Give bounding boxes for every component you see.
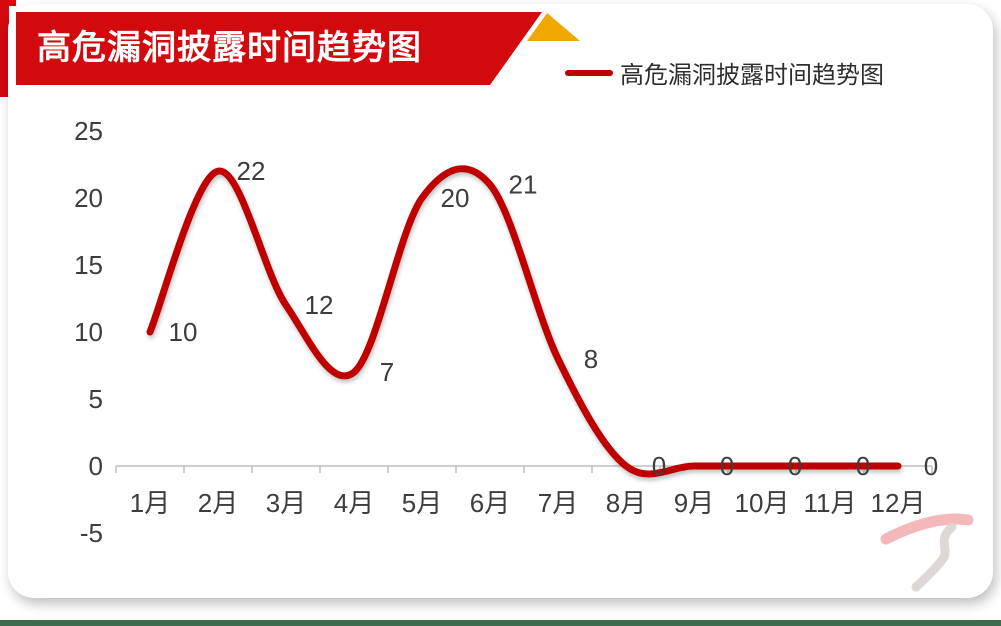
data-label: 21 xyxy=(509,170,538,200)
y-axis-tick-label: 20 xyxy=(74,183,103,213)
data-label: 0 xyxy=(856,451,870,481)
x-axis-tick-label: 1月 xyxy=(130,488,170,518)
data-label: 20 xyxy=(441,183,470,213)
x-axis-tick-label: 10月 xyxy=(735,488,790,518)
data-label: 7 xyxy=(380,357,394,387)
data-label: 8 xyxy=(584,344,598,374)
plot-area: 25 20 15 10 5 0 -5 1月 2月 3月 4月 5月 6月 7月 8月 9月 10月 11月 12月 1… xyxy=(74,116,938,548)
y-axis-tick-label: 10 xyxy=(74,317,103,347)
x-axis-tick-label: 5月 xyxy=(402,488,442,518)
chart-card xyxy=(8,4,993,598)
watermark-s-icon xyxy=(911,522,957,592)
corner-accent-top-shape xyxy=(0,0,16,6)
footer-accent-bar xyxy=(0,620,1001,626)
y-axis-tick-label: 5 xyxy=(89,384,103,414)
watermark-swoosh-icon xyxy=(880,513,974,545)
data-label: 0 xyxy=(652,451,666,481)
x-axis-tick-label: 7月 xyxy=(538,488,578,518)
data-label: 0 xyxy=(924,451,938,481)
y-axis-tick-label: 15 xyxy=(74,250,103,280)
corner-accent-shape xyxy=(0,0,9,97)
data-label: 10 xyxy=(169,317,198,347)
data-label: 22 xyxy=(237,156,266,186)
y-axis-tick-label: 0 xyxy=(89,451,103,481)
x-axis-tick-label: 2月 xyxy=(198,488,238,518)
legend-line-swatch-icon xyxy=(565,69,613,76)
x-axis-tick-label: 6月 xyxy=(470,488,510,518)
x-axis-tick-label: 12月 xyxy=(871,488,926,518)
legend-label: 高危漏洞披露时间趋势图 xyxy=(620,62,884,89)
x-axis-tick-label: 4月 xyxy=(334,488,374,518)
x-axis-tick-label: 11月 xyxy=(804,488,857,518)
x-axis-tick-label: 9月 xyxy=(674,488,714,518)
page-title: 高危漏洞披露时间趋势图 xyxy=(37,29,422,67)
y-axis-tick-label: 25 xyxy=(74,116,103,146)
x-axis-tick-label: 8月 xyxy=(606,488,646,518)
data-label: 0 xyxy=(788,451,802,481)
title-banner: 高危漏洞披露时间趋势图 xyxy=(16,12,542,85)
x-axis-tick-label: 3月 xyxy=(266,488,306,518)
data-label: 12 xyxy=(305,290,334,320)
data-label: 0 xyxy=(720,451,734,481)
legend: 高危漏洞披露时间趋势图 xyxy=(565,55,884,90)
trend-line-path xyxy=(146,165,902,478)
y-axis-tick-label: -5 xyxy=(80,518,103,548)
